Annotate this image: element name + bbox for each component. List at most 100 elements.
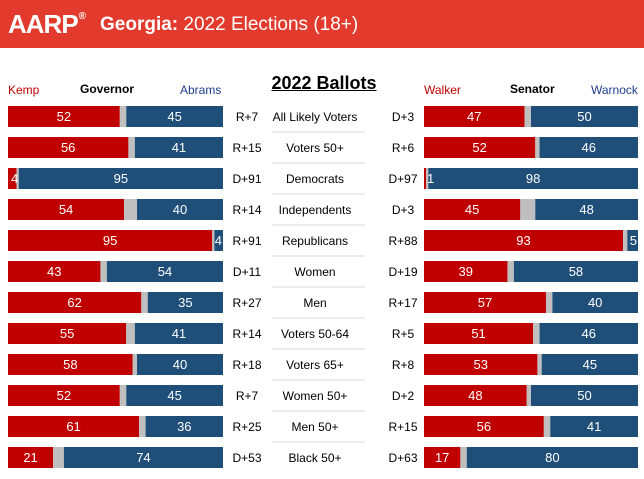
governor-rep-bar [8, 323, 127, 344]
senator-undecided-bar [537, 354, 542, 375]
senator-rep-bar [424, 354, 538, 375]
governor-dem-value: 45 [167, 388, 181, 403]
senator-dem-value: 46 [582, 326, 596, 341]
governor-undecided-bar [126, 323, 135, 344]
governor-dem-value: 35 [178, 295, 192, 310]
senator-rep-value: 56 [477, 419, 491, 434]
senator-rep-value: 48 [468, 388, 482, 403]
senator-dem-bar [466, 447, 638, 468]
governor-dem-bar [147, 292, 223, 313]
senator-margin-label: R+8 [392, 358, 415, 372]
senator-rep-value: 53 [473, 357, 487, 372]
senator-dem-bar [539, 137, 638, 158]
governor-rep-value: 43 [47, 264, 61, 279]
governor-dem-bar [137, 199, 223, 220]
governor-rep-bar [8, 416, 140, 437]
senator-rep-bar [424, 261, 508, 282]
governor-undecided-bar [139, 416, 146, 437]
governor-rep-value: 21 [23, 450, 37, 465]
senator-undecided-bar [526, 385, 531, 406]
senator-dem-bar [550, 416, 638, 437]
governor-rep-value: 55 [60, 326, 74, 341]
senator-dem-bar [627, 230, 638, 251]
senator-rep-bar [424, 447, 461, 468]
governor-rep-bar [8, 385, 120, 406]
senator-margin-label: R+6 [392, 141, 415, 155]
senator-rep-value: 93 [516, 233, 530, 248]
senator-rep-bar [424, 137, 536, 158]
senator-rep-value: 45 [465, 202, 479, 217]
governor-undecided-bar [141, 292, 148, 313]
senator-dem-bar [531, 106, 638, 127]
senator-rep-value: 17 [435, 450, 449, 465]
governor-margin-label: R+15 [232, 141, 261, 155]
category-label: Women [294, 265, 335, 279]
senator-rep-value: 39 [458, 264, 472, 279]
senator-rep-value: 52 [472, 140, 486, 155]
governor-rep-value: 52 [57, 388, 71, 403]
governor-margin-label: D+11 [233, 265, 261, 279]
senator-dem-value: 98 [526, 171, 540, 186]
senator-undecided-bar [533, 323, 540, 344]
senator-rep-candidate: Walker [424, 83, 461, 97]
senator-rep-value: 47 [467, 109, 481, 124]
governor-undecided-bar [212, 230, 215, 251]
senator-undecided-bar [524, 106, 531, 127]
category-label: Voters 65+ [286, 358, 344, 372]
page-title: Georgia: 2022 Elections (18+) [100, 14, 359, 35]
senator-dem-bar [552, 292, 638, 313]
governor-rep-value: 52 [57, 109, 71, 124]
governor-margin-label: D+53 [232, 451, 261, 465]
senator-undecided-bar [507, 261, 514, 282]
governor-dem-bar [134, 323, 223, 344]
governor-undecided-bar [100, 261, 107, 282]
governor-dem-value: 95 [114, 171, 128, 186]
category-label: All Likely Voters [273, 110, 358, 124]
category-label: Black 50+ [288, 451, 341, 465]
category-label: Republicans [282, 234, 348, 248]
category-label: Voters 50+ [286, 141, 344, 155]
senator-rep-value: 51 [471, 326, 485, 341]
senator-undecided-bar [460, 447, 467, 468]
category-label: Women 50+ [283, 389, 348, 403]
senator-margin-label: D+19 [388, 265, 417, 279]
governor-race-label: Governor [80, 82, 135, 96]
governor-undecided-bar [53, 447, 64, 468]
senator-rep-bar [424, 416, 544, 437]
governor-margin-label: R+27 [232, 296, 261, 310]
governor-rep-bar [8, 292, 142, 313]
senator-rep-bar [424, 199, 521, 220]
senator-dem-bar [513, 261, 638, 282]
governor-dem-value: 45 [167, 109, 181, 124]
senator-dem-value: 50 [577, 109, 591, 124]
governor-undecided-bar [128, 137, 135, 158]
senator-margin-label: D+2 [392, 389, 415, 403]
senator-rep-bar [424, 292, 546, 313]
senator-margin-label: R+17 [388, 296, 417, 310]
governor-rep-bar [8, 199, 125, 220]
governor-dem-bar [145, 416, 223, 437]
governor-dem-candidate: Abrams [180, 83, 222, 97]
governor-dem-value: 40 [173, 357, 187, 372]
governor-rep-bar [8, 137, 129, 158]
governor-rep-bar [8, 106, 120, 127]
senator-margin-label: R+5 [392, 327, 415, 341]
senator-rep-bar [424, 385, 527, 406]
governor-undecided-bar [124, 199, 137, 220]
senator-rep-bar [424, 106, 525, 127]
senator-dem-candidate: Warnock [591, 83, 638, 97]
senator-dem-bar [541, 354, 638, 375]
senator-dem-bar [531, 385, 638, 406]
governor-rep-value: 56 [61, 140, 75, 155]
governor-margin-label: R+7 [236, 110, 259, 124]
senator-undecided-bar [543, 416, 551, 437]
senator-undecided-bar [535, 137, 540, 158]
senator-rep-bar [424, 323, 534, 344]
senator-margin-label: R+88 [388, 234, 417, 248]
governor-dem-bar [126, 385, 223, 406]
governor-dem-value: 74 [136, 450, 150, 465]
governor-dem-bar [134, 137, 223, 158]
senator-undecided-bar [520, 199, 536, 220]
governor-rep-bar [8, 261, 101, 282]
governor-rep-value: 62 [67, 295, 81, 310]
